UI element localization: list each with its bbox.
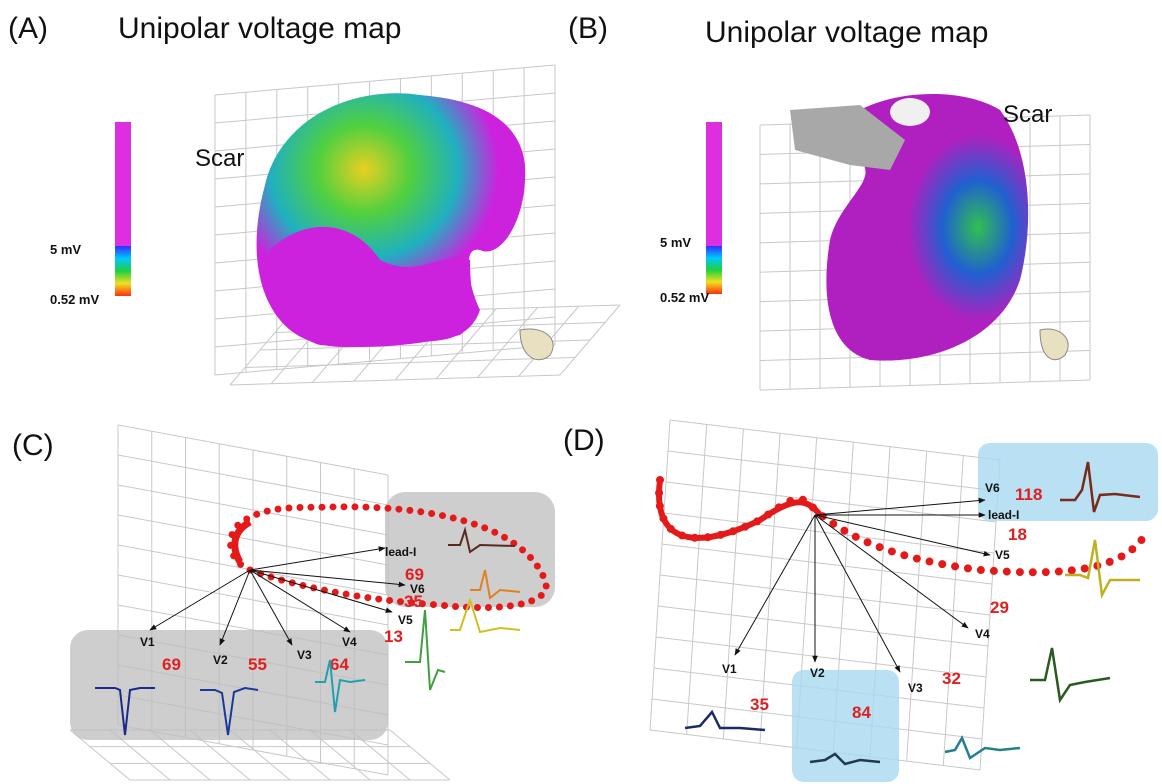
lead-label: lead-I	[988, 508, 1019, 522]
value-label: 35	[750, 695, 769, 714]
value-label: 55	[248, 655, 267, 674]
value-label: 29	[990, 598, 1009, 617]
panel-title: Unipolar voltage map	[118, 12, 402, 45]
figure: (A) Unipolar voltage map 5 mV 0.52 mV Sc…	[0, 0, 1162, 784]
scale-label: 0.52 mV	[50, 292, 99, 307]
lead-label: V2	[810, 666, 825, 680]
panel-label: (A)	[8, 12, 48, 45]
lead-label: V4	[975, 627, 990, 641]
value-label: 84	[852, 703, 871, 722]
lead-label: V3	[908, 681, 923, 695]
lead-label: lead-I	[385, 545, 416, 559]
value-label: 18	[1008, 525, 1027, 544]
lead-label: V2	[213, 653, 228, 667]
panel-label: (D)	[563, 424, 605, 457]
color-bar	[706, 246, 722, 294]
color-bar	[115, 122, 131, 246]
value-label: 69	[405, 565, 424, 584]
lead-label: V3	[297, 648, 312, 662]
value-label: 35	[404, 592, 423, 611]
highlight-box	[792, 670, 899, 782]
annotation: Scar	[195, 145, 244, 172]
panel-label: (C)	[12, 429, 54, 462]
value-label: 64	[330, 655, 349, 674]
color-bar	[706, 122, 722, 246]
lead-label: V1	[722, 662, 737, 676]
scale-label: 0.52 mV	[660, 290, 709, 305]
value-label: 69	[162, 655, 181, 674]
scale-label: 5 mV	[660, 235, 691, 250]
panel-title: Unipolar voltage map	[705, 16, 989, 49]
lead-label: V4	[342, 635, 357, 649]
lead-label: V5	[398, 613, 413, 627]
value-label: 13	[384, 627, 403, 646]
scale-label: 5 mV	[50, 242, 81, 257]
value-label: 118	[1015, 485, 1042, 504]
annotation: Scar	[1003, 101, 1052, 128]
lead-label: V5	[995, 548, 1010, 562]
anatomy	[890, 98, 930, 126]
panel-label: (B)	[568, 12, 608, 45]
lead-label: V6	[985, 481, 1000, 495]
lead-label: V1	[140, 635, 155, 649]
color-bar	[115, 246, 131, 296]
value-label: 32	[942, 669, 961, 688]
